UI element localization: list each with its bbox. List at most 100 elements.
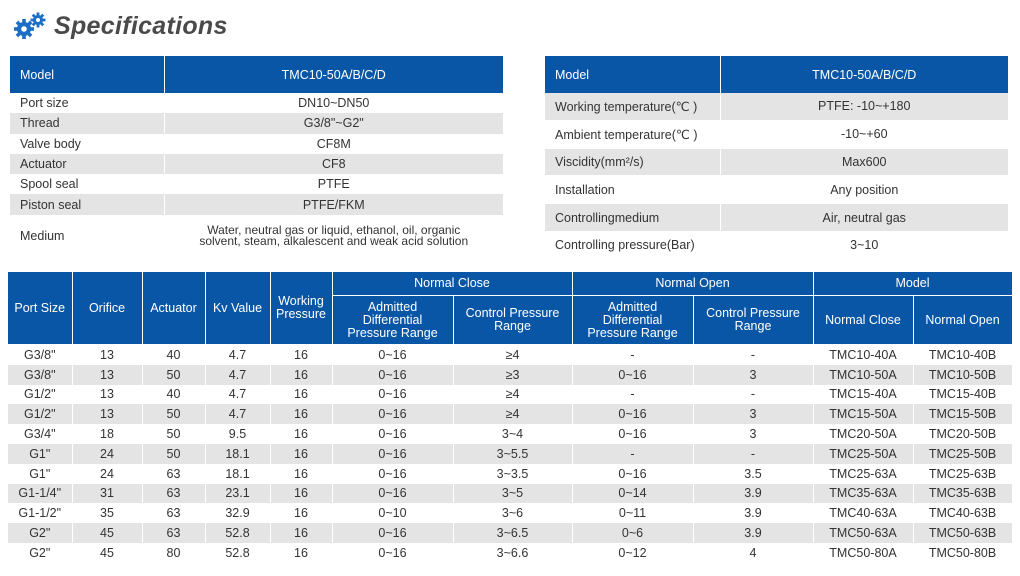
- model-table-body: G3/8" 13 40 4.7 16 0~16 ≥4- - TMC10-40A TMC10-40B…: [8, 344, 1013, 563]
- spec-row: Installation Any position: [545, 175, 1008, 205]
- cell-nc-admitted-range: 0~10: [332, 503, 454, 524]
- spec-row: Port size DN10~DN50: [10, 93, 503, 114]
- cell-kv-value: 9.5: [205, 424, 271, 444]
- cell-actuator: 63: [142, 483, 206, 504]
- spec-row: Valve body CF8M: [10, 133, 503, 154]
- cell-nc-control-range: 3~3.5: [453, 463, 573, 484]
- table-row: G1/2" 13 50 4.7 16 0~16 ≥4 0~16 3 TMC15-50A TMC15-…: [8, 404, 1013, 425]
- title-bar: Specifications: [10, 8, 228, 44]
- cell-working-pressure: 16: [270, 443, 333, 464]
- cell-port-size: G1": [8, 463, 73, 484]
- spec-value: Any position: [720, 175, 1008, 205]
- group-header-model: Model: [813, 272, 1013, 296]
- cell-kv-value: 4.7: [205, 384, 271, 405]
- cell-port-size: G3/4": [8, 424, 73, 444]
- table-row: G2" 45 63 52.8 16 0~16 3~6.5 0~6 3.9 TMC50-63A TMC…: [8, 523, 1013, 543]
- cell-nc-admitted-range: 0~16: [332, 404, 454, 425]
- cell-nc-admitted-range: 0~16: [332, 483, 454, 504]
- spec-left-header: Model TMC10-50A/B/C/D: [10, 56, 503, 93]
- cell-model-no: TMC10-40B: [913, 344, 1013, 365]
- cell-model-no: TMC15-50B: [913, 404, 1013, 425]
- cell-model-no: TMC50-80B: [913, 542, 1013, 563]
- spec-value: PTFE: -10~+180: [720, 93, 1008, 121]
- cell-orifice: 13: [72, 404, 143, 425]
- spec-label: Working temperature(℃ ): [545, 93, 721, 121]
- cell-no-admitted-range: 0~12: [572, 542, 694, 563]
- cell-orifice: 45: [72, 542, 143, 563]
- spec-row: Viscidity(mm²/s) Max600: [545, 148, 1008, 177]
- cell-orifice: 35: [72, 503, 143, 524]
- working-pressure-line-2: Pressure: [275, 307, 327, 321]
- cell-no-admitted-range: 0~14: [572, 483, 694, 504]
- nc-control-line-2: Range: [494, 319, 531, 333]
- spec-label: Medium: [10, 214, 165, 257]
- spec-value: PTFE/FKM: [164, 194, 503, 215]
- cell-no-control-range: 3: [693, 424, 814, 444]
- cell-nc-control-range: ≥4: [453, 384, 573, 405]
- spec-value: 3~10: [720, 231, 1008, 260]
- spec-right-header-value: TMC10-50A/B/C/D: [812, 67, 917, 82]
- nc-admitted-line-2: Differential: [362, 312, 423, 327]
- spec-label: Viscidity(mm²/s): [545, 148, 721, 177]
- col-header-no-control: Control Pressure Range: [693, 295, 814, 345]
- cell-actuator: 50: [142, 424, 206, 444]
- cell-port-size: G1": [8, 443, 73, 464]
- cell-port-size: G1/2": [8, 404, 73, 425]
- cell-nc-admitted-range: 0~16: [332, 443, 454, 464]
- cell-no-admitted-range: 0~16: [572, 463, 694, 484]
- page-title: Specifications: [54, 11, 228, 40]
- cell-nc-control-range: 3~6: [453, 503, 573, 524]
- cell-actuator: 63: [142, 503, 206, 524]
- spec-row: Working temperature(℃ ) PTFE: -10~+180: [545, 93, 1008, 121]
- cell-model-no: TMC15-40B: [913, 384, 1013, 405]
- cell-kv-value: 52.8: [205, 542, 271, 563]
- spec-label: Actuator: [10, 153, 165, 175]
- cell-port-size: G1-1/2": [8, 503, 73, 524]
- cell-nc-control-range: ≥4: [453, 404, 573, 425]
- col-header-orifice: Orifice: [72, 272, 143, 345]
- cell-port-size: G2": [8, 523, 73, 543]
- col-header-working-pressure: Working Pressure: [270, 272, 333, 345]
- cell-model-no: TMC50-63B: [913, 523, 1013, 543]
- cell-no-control-range: 3.9: [693, 503, 814, 524]
- cell-kv-value: 4.7: [205, 344, 271, 365]
- table-row: G1-1/2" 35 63 32.9 16 0~10 3~6 0~11 3.9 TMC40-63A…: [8, 503, 1013, 524]
- cell-orifice: 13: [72, 364, 143, 385]
- cell-no-control-range: 3.9: [693, 523, 814, 543]
- cell-nc-control-range: 3~5: [453, 483, 573, 504]
- col-header-nc-control: Control Pressure Range: [453, 295, 573, 345]
- cell-no-control-range: -: [693, 344, 814, 365]
- table-row: G3/8" 13 40 4.7 16 0~16 ≥4- - TMC10-40A TMC10-40B: [8, 344, 1013, 365]
- spec-value: Max600: [720, 148, 1008, 177]
- spec-label: Controlling pressure(Bar): [545, 231, 721, 260]
- col-header-model-no: Normal Open: [913, 295, 1013, 345]
- spec-value: -10~+60: [720, 120, 1008, 149]
- cell-no-control-range: 4: [693, 542, 814, 563]
- col-header-nc-admitted: Admitted Differential Pressure Range: [332, 295, 454, 345]
- cell-working-pressure: 16: [270, 364, 333, 385]
- no-admitted-line-2: Differential: [602, 312, 663, 327]
- cell-model-no: TMC25-50B: [913, 443, 1013, 464]
- cell-nc-admitted-range: 0~16: [332, 463, 454, 484]
- spec-row: Controlling pressure(Bar) 3~10: [545, 231, 1008, 260]
- spec-value: CF8: [164, 153, 503, 175]
- cell-no-control-range: -: [693, 384, 814, 405]
- spec-label: Ambient temperature(℃ ): [545, 120, 721, 149]
- cell-no-admitted-range: 0~6: [572, 523, 694, 543]
- col-header-no-admitted: Admitted Differential Pressure Range: [572, 295, 694, 345]
- cell-nc-control-range: 3~4: [453, 424, 573, 444]
- spec-table-right: Model TMC10-50A/B/C/D Working temperatur…: [545, 56, 1008, 260]
- spec-row: Piston seal PTFE/FKM: [10, 194, 503, 215]
- cell-orifice: 18: [72, 424, 143, 444]
- cell-kv-value: 52.8: [205, 523, 271, 543]
- cell-no-admitted-range: 0~16: [572, 424, 694, 444]
- cell-nc-control-range: 3~6.6: [453, 542, 573, 563]
- spec-left-header-label: Model: [10, 56, 165, 93]
- spec-label: Spool seal: [10, 174, 165, 195]
- spec-label: Thread: [10, 113, 165, 134]
- cell-orifice: 13: [72, 344, 143, 365]
- cell-model-nc: TMC40-63A: [813, 503, 914, 524]
- gears-icon: [14, 12, 46, 39]
- cell-model-nc: TMC15-40A: [813, 384, 914, 405]
- table-row: G1-1/4" 31 63 23.1 16 0~16 3~5 0~14 3.9 TMC35-63A…: [8, 483, 1013, 504]
